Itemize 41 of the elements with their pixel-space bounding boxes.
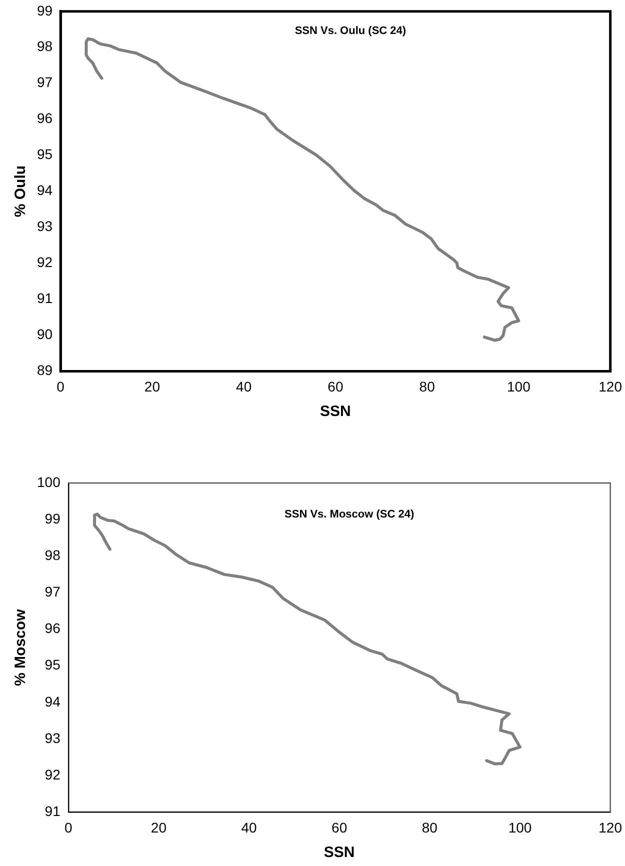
x-tick-label: 80 bbox=[422, 819, 438, 836]
x-tick-label: 0 bbox=[64, 819, 72, 836]
x-tick-label: 40 bbox=[236, 378, 252, 394]
x-tick-label: 20 bbox=[150, 819, 167, 836]
y-tick-label: 90 bbox=[36, 326, 53, 342]
y-axis-title: % Moscow bbox=[12, 608, 30, 686]
y-tick-label: 98 bbox=[36, 38, 53, 54]
y-tick-label: 93 bbox=[36, 218, 53, 234]
y-tick-label: 91 bbox=[44, 803, 61, 820]
y-tick-label: 89 bbox=[36, 362, 53, 378]
x-tick-label: 40 bbox=[241, 819, 258, 836]
y-tick-label: 95 bbox=[36, 146, 53, 162]
y-axis-title: % Oulu bbox=[12, 165, 30, 218]
x-axis-title: SSN bbox=[320, 403, 351, 420]
x-tick-label: 60 bbox=[328, 378, 344, 394]
text: SSN Vs. Moscow (SC 24) bbox=[284, 508, 414, 521]
y-tick-label: 95 bbox=[44, 656, 61, 673]
x-tick-label: 80 bbox=[419, 378, 436, 394]
y-tick-label: 97 bbox=[44, 584, 61, 600]
y-tick-label: 93 bbox=[44, 730, 61, 746]
x-tick-label: 120 bbox=[598, 378, 622, 394]
y-tick-label: 91 bbox=[36, 290, 53, 306]
x-axis-title: SSN bbox=[324, 844, 355, 862]
y-tick-label: 97 bbox=[36, 74, 53, 90]
y-tick-label: 99 bbox=[36, 2, 53, 18]
y-tick-label: 94 bbox=[36, 182, 53, 198]
x-tick-label: 100 bbox=[507, 378, 531, 394]
x-tick-label: 0 bbox=[56, 378, 65, 394]
x-tick-label: 120 bbox=[598, 819, 622, 836]
x-tick-label: 60 bbox=[332, 819, 348, 836]
text: SSN Vs. Oulu (SC 24) bbox=[294, 24, 406, 37]
y-tick-label: 92 bbox=[36, 254, 53, 270]
y-tick-label: 96 bbox=[44, 620, 61, 636]
x-tick-label: 20 bbox=[144, 378, 160, 394]
x-tick-label: 100 bbox=[508, 819, 532, 836]
y-tick-label: 92 bbox=[44, 766, 61, 782]
y-tick-label: 94 bbox=[44, 693, 61, 710]
y-tick-label: 98 bbox=[44, 547, 61, 564]
y-tick-label: 96 bbox=[36, 110, 53, 126]
y-tick-label: 100 bbox=[37, 474, 61, 490]
y-tick-label: 99 bbox=[44, 510, 61, 526]
